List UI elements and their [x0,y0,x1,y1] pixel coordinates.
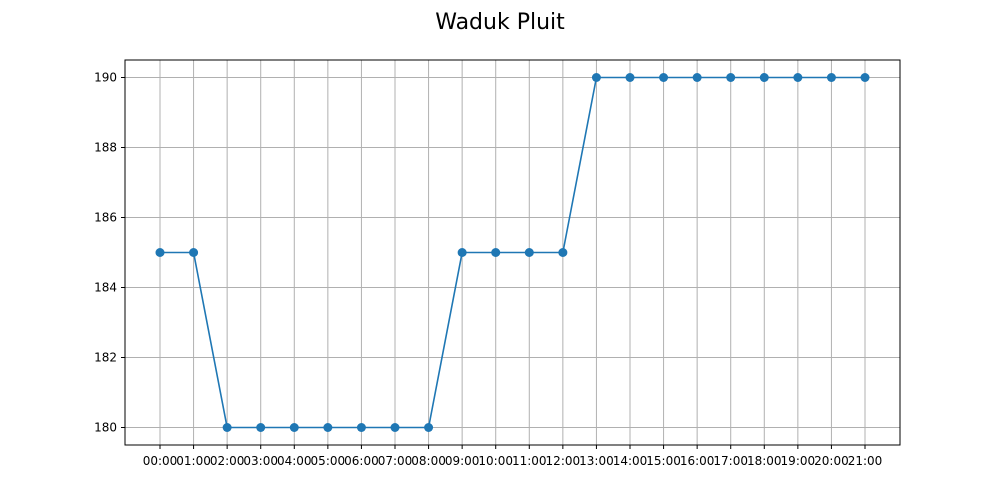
data-point [323,423,333,432]
data-point [591,73,601,82]
x-tick-label: 21:00 [848,454,883,468]
x-tick-label: 18:00 [747,454,782,468]
x-tick-label: 14:00 [613,454,648,468]
x-tick-label: 16:00 [680,454,715,468]
x-tick-label: 11:00 [512,454,547,468]
y-tick-label: 180 [94,421,117,435]
data-point [491,248,501,257]
y-tick-label: 184 [94,281,117,295]
data-point [390,423,400,432]
x-tick-label: 04:00 [277,454,312,468]
x-axis: 00:0001:0002:0003:0004:0005:0006:0007:00… [143,445,883,468]
x-tick-label: 03:00 [243,454,278,468]
y-tick-label: 188 [94,141,117,155]
data-point [659,73,669,82]
data-point [759,73,769,82]
x-tick-label: 17:00 [713,454,748,468]
data-point [424,423,434,432]
data-point [793,73,803,82]
data-point [524,248,534,257]
data-point [189,248,199,257]
x-tick-label: 05:00 [311,454,346,468]
data-point [826,73,836,82]
x-tick-label: 19:00 [781,454,816,468]
x-tick-label: 00:00 [143,454,178,468]
y-axis: 180 182 184 186 188 190 [94,71,125,435]
data-point [155,248,165,257]
x-tick-label: 15:00 [646,454,681,468]
y-grid [125,77,900,428]
x-tick-label: 02:00 [210,454,245,468]
x-tick-label: 20:00 [814,454,849,468]
data-point [558,248,568,257]
x-tick-label: 06:00 [344,454,379,468]
data-point [356,423,366,432]
data-point [726,73,736,82]
x-tick-label: 13:00 [579,454,614,468]
data-point [692,73,702,82]
x-tick-label: 07:00 [378,454,413,468]
data-point [457,248,467,257]
data-point [625,73,635,82]
x-tick-label: 09:00 [445,454,480,468]
data-point [289,423,299,432]
x-tick-label: 01:00 [176,454,211,468]
chart-title: Waduk Pluit [435,10,565,35]
x-tick-label: 08:00 [411,454,446,468]
data-point [860,73,870,82]
x-tick-label: 12:00 [546,454,581,468]
y-tick-label: 190 [94,71,117,85]
data-point [256,423,266,432]
plot-area-frame [124,59,901,446]
series-layer [155,73,870,432]
y-tick-label: 186 [94,211,117,225]
data-point [222,423,232,432]
series-line [160,76,865,429]
x-tick-label: 10:00 [478,454,513,468]
y-tick-label: 182 [94,351,117,365]
